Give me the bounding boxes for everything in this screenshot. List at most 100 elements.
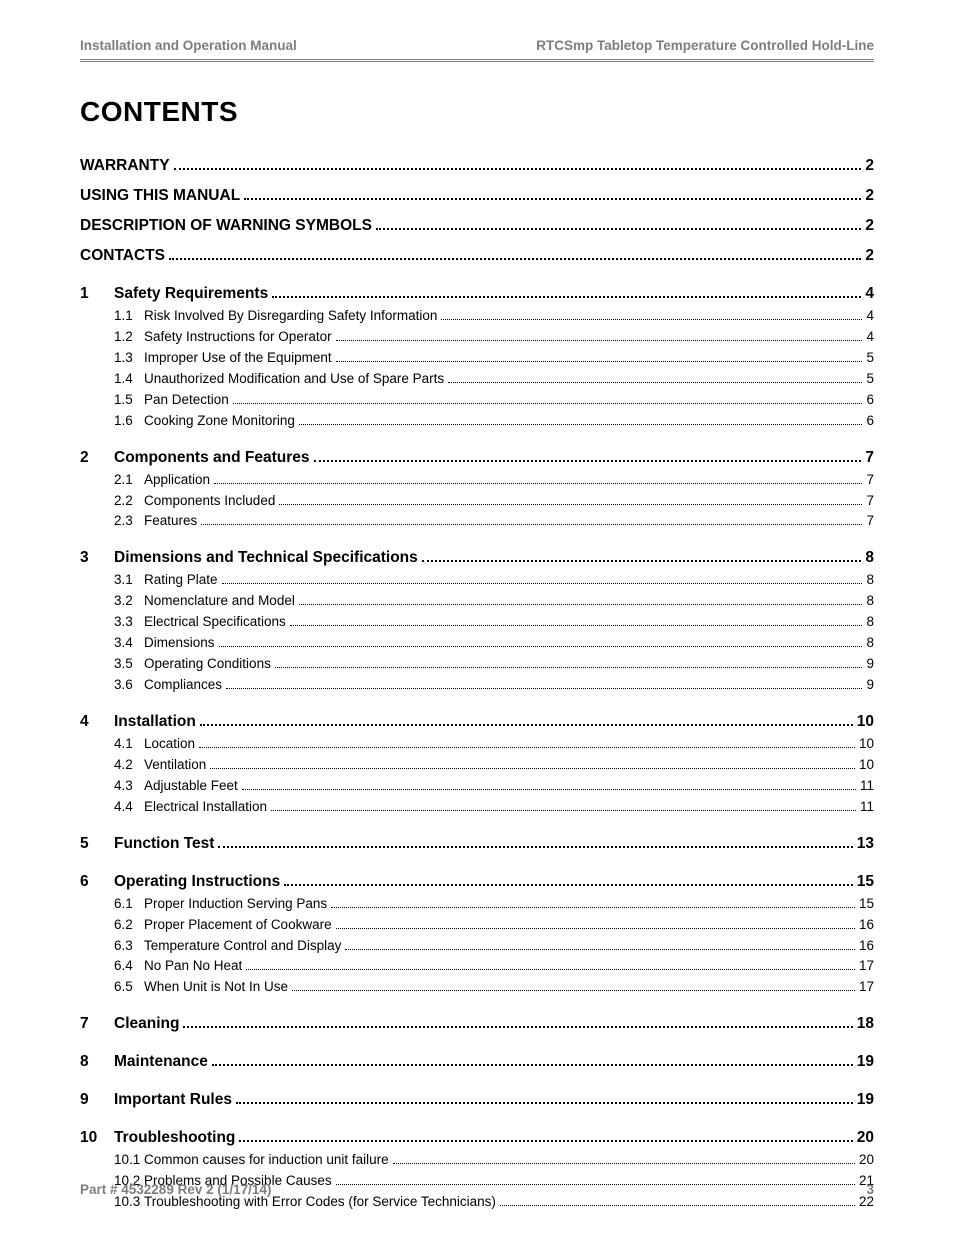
toc-sub-number: 6.3	[114, 936, 144, 957]
toc-row: 4Installation10	[80, 710, 874, 734]
toc-sub-label: Proper Induction Serving Pans	[144, 894, 327, 915]
toc-sub-number: 1.6	[114, 411, 144, 432]
toc-sub-label: Proper Placement of Cookware	[144, 915, 332, 936]
dot-leader	[422, 550, 862, 562]
toc-sub-number: 1.1	[114, 306, 144, 327]
toc-sub-label: Temperature Control and Display	[144, 936, 341, 957]
dot-leader	[233, 393, 863, 404]
toc-entry-label: USING THIS MANUAL	[80, 184, 240, 208]
header-divider	[80, 59, 874, 62]
toc-sub-label: Electrical Specifications	[144, 612, 286, 633]
toc-sub-page: 20	[859, 1150, 874, 1171]
toc-section-number: 1	[80, 282, 114, 306]
toc-section-number: 6	[80, 870, 114, 894]
dot-leader	[183, 1016, 852, 1028]
toc-row: 6.4No Pan No Heat17	[80, 956, 874, 977]
header-right: RTCSmp Tabletop Temperature Controlled H…	[536, 38, 874, 53]
toc-row: 6.1Proper Induction Serving Pans 15	[80, 894, 874, 915]
toc-row: 6.3Temperature Control and Display 16	[80, 936, 874, 957]
toc-sub-number: 3.5	[114, 654, 144, 675]
toc-sub-label: Electrical Installation	[144, 797, 267, 818]
toc-sub-page: 7	[866, 511, 874, 532]
table-of-contents: WARRANTY2 USING THIS MANUAL2 DESCRIPTION O…	[80, 154, 874, 1213]
toc-entry-label: WARRANTY	[80, 154, 170, 178]
toc-section-page: 18	[857, 1012, 874, 1036]
dot-leader	[200, 714, 853, 726]
toc-sub-label: Unauthorized Modification and Use of Spa…	[144, 369, 444, 390]
toc-sub-label: Rating Plate	[144, 570, 218, 591]
toc-row: 1.2Safety Instructions for Operator 4	[80, 327, 874, 348]
toc-sub-label: Location	[144, 734, 195, 755]
toc-section-label: Components and Features	[114, 446, 310, 470]
footer-part-number: Part # 4532289 Rev 2 (1/17/14)	[80, 1182, 271, 1197]
toc-sub-page: 16	[859, 936, 874, 957]
dot-leader	[393, 1154, 855, 1165]
toc-sub-label: Application	[144, 470, 210, 491]
toc-sub-label: Cooking Zone Monitoring	[144, 411, 295, 432]
toc-section-label: Troubleshooting	[114, 1126, 235, 1150]
toc-row: 1.3Improper Use of the Equipment5	[80, 348, 874, 369]
toc-row: CONTACTS2	[80, 244, 874, 268]
toc-sub-label: Features	[144, 511, 197, 532]
toc-row: 4.2Ventilation10	[80, 755, 874, 776]
toc-row: 3.2Nomenclature and Model8	[80, 591, 874, 612]
dot-leader	[441, 309, 862, 320]
dot-leader	[246, 960, 855, 971]
dot-leader	[271, 800, 856, 811]
page-header: Installation and Operation Manual RTCSmp…	[80, 38, 874, 59]
toc-section-page: 13	[857, 832, 874, 856]
dot-leader	[336, 330, 863, 341]
toc-row: 3.6Compliances9	[80, 675, 874, 696]
toc-sub-page: 11	[860, 776, 874, 797]
dot-leader	[219, 636, 863, 647]
dot-leader	[448, 372, 862, 383]
toc-sub-number: 1.3	[114, 348, 144, 369]
toc-sub-number: 3.3	[114, 612, 144, 633]
dot-leader	[500, 1195, 855, 1206]
toc-sub-label: Ventilation	[144, 755, 206, 776]
toc-sub-number: 6.1	[114, 894, 144, 915]
toc-entry-label: DESCRIPTION OF WARNING SYMBOLS	[80, 214, 372, 238]
toc-row: 4.3Adjustable Feet11	[80, 776, 874, 797]
toc-row: 10Troubleshooting20	[80, 1126, 874, 1150]
toc-row: WARRANTY2	[80, 154, 874, 178]
toc-sub-page: 15	[859, 894, 874, 915]
dot-leader	[336, 351, 863, 362]
toc-sub-label: Components Included	[144, 491, 275, 512]
toc-sub-label: Safety Instructions for Operator	[144, 327, 332, 348]
toc-row: 3.4Dimensions8	[80, 633, 874, 654]
dot-leader	[174, 158, 862, 170]
dot-leader	[292, 981, 855, 992]
toc-sub-number: 1.2	[114, 327, 144, 348]
toc-section-label: Installation	[114, 710, 196, 734]
toc-section-number: 4	[80, 710, 114, 734]
toc-sub-number: 3.4	[114, 633, 144, 654]
dot-leader	[210, 758, 855, 769]
toc-row: 4.1Location10	[80, 734, 874, 755]
toc-section-label: Function Test	[114, 832, 214, 856]
dot-leader	[299, 595, 863, 606]
toc-row: 2Components and Features7	[80, 446, 874, 470]
dot-leader	[212, 1054, 853, 1066]
toc-section-number: 8	[80, 1050, 114, 1074]
toc-sub-page: 8	[866, 612, 874, 633]
toc-row: 2.1Application7	[80, 470, 874, 491]
toc-row: 6.2Proper Placement of Cookware16	[80, 915, 874, 936]
dot-leader	[290, 615, 863, 626]
toc-row: 6Operating Instructions15	[80, 870, 874, 894]
toc-sub-label: Operating Conditions	[144, 654, 271, 675]
toc-sub-number: 6.4	[114, 956, 144, 977]
toc-sub-label: Adjustable Feet	[144, 776, 238, 797]
toc-sub-number: 6.2	[114, 915, 144, 936]
toc-sub-label: Nomenclature and Model	[144, 591, 295, 612]
toc-sub-page: 7	[866, 491, 874, 512]
toc-sub-page: 6	[866, 411, 874, 432]
toc-row: USING THIS MANUAL2	[80, 184, 874, 208]
toc-sub-page: 4	[866, 327, 874, 348]
toc-section-label: Important Rules	[114, 1088, 232, 1112]
toc-sub-page: 5	[866, 348, 874, 369]
toc-sub-number: 1.5	[114, 390, 144, 411]
dot-leader	[201, 515, 862, 526]
dot-leader	[272, 286, 861, 298]
dot-leader	[169, 248, 861, 260]
